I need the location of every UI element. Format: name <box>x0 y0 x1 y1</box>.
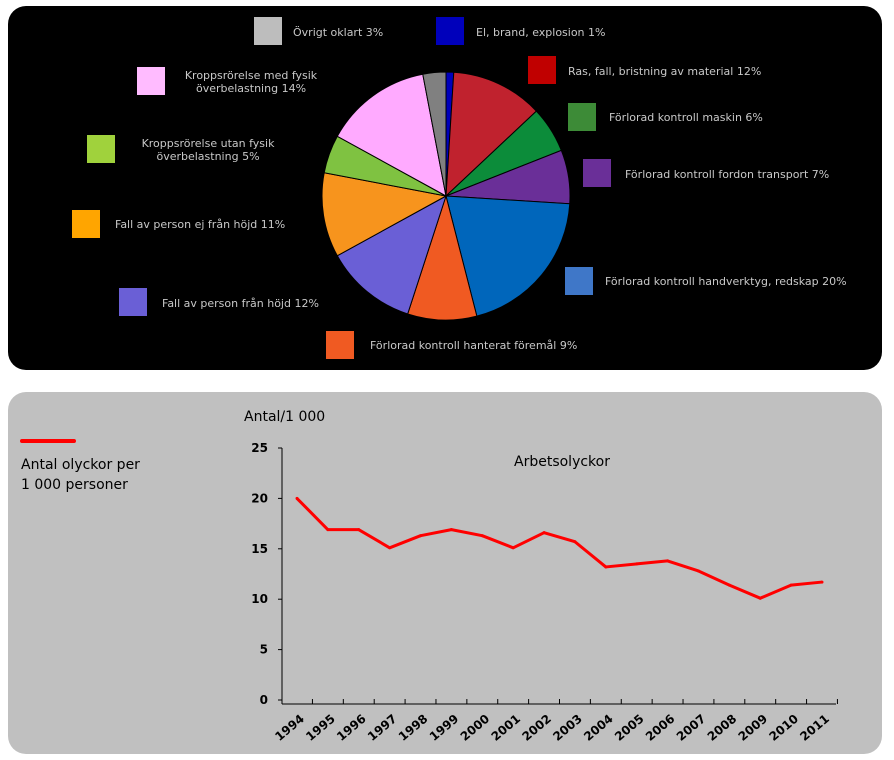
legend-swatch-5 <box>565 267 593 295</box>
data-point-1998 <box>419 534 423 538</box>
x-tick-label-2010: 2010 <box>766 712 801 744</box>
x-tick-label-2004: 2004 <box>581 712 616 744</box>
data-point-2010 <box>789 583 793 587</box>
line-chart-panel <box>8 392 882 754</box>
legend-label-9-line-1: överbelastning 5% <box>156 150 259 163</box>
data-point-1995 <box>326 528 330 532</box>
legend-swatch-10 <box>137 67 165 95</box>
y-tick-label-0: 0 <box>260 693 268 707</box>
y-tick-label-4: 20 <box>251 491 268 505</box>
x-tick-label-2001: 2001 <box>489 712 524 744</box>
legend-swatch-1 <box>436 17 464 45</box>
data-point-1997 <box>388 546 392 550</box>
legend-label-4: Förlorad kontroll fordon transport 7% <box>625 168 829 181</box>
series-line <box>295 497 823 600</box>
x-tick-label-1996: 1996 <box>334 712 369 744</box>
x-tick-label-1998: 1998 <box>396 712 431 744</box>
line-legend-label-line-0: Antal olyckor per <box>21 457 140 473</box>
data-point-1999 <box>449 528 453 532</box>
data-point-2004 <box>604 565 608 569</box>
x-tick-label-2003: 2003 <box>550 712 585 744</box>
x-tick-label-1997: 1997 <box>365 712 400 744</box>
data-point-2005 <box>635 562 639 566</box>
x-tick-label-2005: 2005 <box>612 712 647 744</box>
legend-label-5: Förlorad kontroll handverktyg, redskap 2… <box>605 275 847 288</box>
pie-slice-6 <box>336 194 447 315</box>
data-point-1994 <box>295 496 299 500</box>
line-legend-label-line-1: 1 000 personer <box>21 477 128 493</box>
legend-swatch-9 <box>87 135 115 163</box>
x-tick-label-1999: 1999 <box>427 712 462 744</box>
pie-slice-7 <box>321 172 448 257</box>
legend-swatch-8 <box>72 210 100 238</box>
pie-slice-9 <box>336 73 447 197</box>
legend-swatch-3 <box>568 103 596 131</box>
y-axis-title: Antal/1 000 <box>244 409 325 425</box>
legend-label-6: Förlorad kontroll hanterat föremål 9% <box>370 339 577 352</box>
y-tick-label-2: 10 <box>251 592 268 606</box>
legend-label-0: Övrigt oklart 3% <box>293 26 383 39</box>
data-point-2007 <box>696 569 700 573</box>
legend-label-3: Förlorad kontroll maskin 6% <box>609 111 763 124</box>
x-tick-label-1995: 1995 <box>303 712 338 744</box>
legend-swatch-2 <box>528 56 556 84</box>
legend-swatch-6 <box>326 331 354 359</box>
data-point-2011 <box>820 580 824 584</box>
data-point-2000 <box>480 534 484 538</box>
data-point-2001 <box>511 546 515 550</box>
pie-slice-4 <box>445 195 571 317</box>
legend-label-10-line-0: Kroppsrörelse med fysik <box>185 69 318 82</box>
legend-label-9-line-0: Kroppsrörelse utan fysik <box>142 137 276 150</box>
legend-label-1: El, brand, explosion 1% <box>476 26 605 39</box>
y-tick-label-3: 15 <box>251 542 268 556</box>
x-tick-label-2006: 2006 <box>643 712 678 744</box>
data-point-2006 <box>666 559 670 563</box>
data-point-2002 <box>542 531 546 535</box>
legend-label-7: Fall av person från höjd 12% <box>162 297 319 310</box>
pie-slice-10 <box>422 71 447 197</box>
legend-swatch-0 <box>254 17 282 45</box>
data-point-2003 <box>573 540 577 544</box>
y-tick-label-1: 5 <box>260 643 268 657</box>
data-point-1996 <box>357 528 361 532</box>
y-tick-label-5: 25 <box>251 441 268 455</box>
x-tick-label-2009: 2009 <box>736 712 771 744</box>
x-tick-label-1994: 1994 <box>272 712 307 744</box>
legend-label-8: Fall av person ej från höjd 11% <box>115 218 285 231</box>
chart-title: Arbetsolyckor <box>514 454 610 470</box>
x-tick-label-2000: 2000 <box>458 712 493 744</box>
pie-slice-1 <box>445 71 538 198</box>
data-point-2009 <box>758 596 762 600</box>
x-tick-label-2007: 2007 <box>674 712 709 744</box>
legend-swatch-7 <box>119 288 147 316</box>
legend-label-2: Ras, fall, bristning av material 12% <box>568 65 761 78</box>
legend-label-10-line-1: överbelastning 14% <box>196 82 306 95</box>
x-tick-label-2002: 2002 <box>519 712 554 744</box>
data-point-2008 <box>727 583 731 587</box>
legend-swatch-4 <box>583 159 611 187</box>
x-tick-label-2011: 2011 <box>797 712 832 744</box>
x-tick-label-2008: 2008 <box>705 712 740 744</box>
